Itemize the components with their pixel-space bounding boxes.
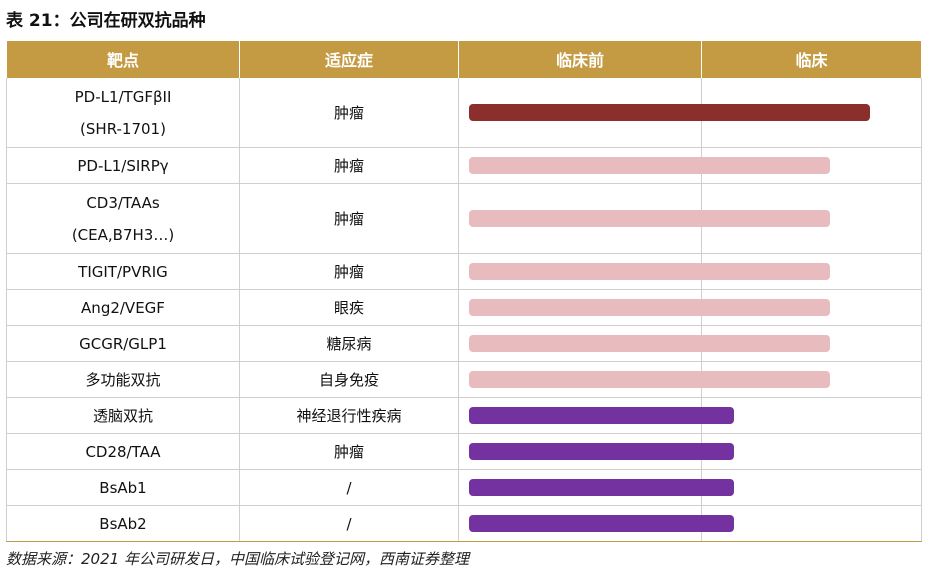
cell-target: GCGR/GLP1: [6, 325, 240, 362]
table-row: CD28/TAA 肿瘤: [6, 433, 922, 470]
cell-target: PD-L1/SIRPγ: [6, 147, 240, 184]
target-name: 多功能双抗: [85, 370, 161, 389]
table-row: TIGIT/PVRIG 肿瘤: [6, 253, 922, 290]
progress-bar: [469, 442, 734, 460]
target-name: Ang2/VEGF: [81, 298, 165, 317]
cell-preclinical: [458, 147, 830, 184]
table-header-row: 靶点 适应症 临床前 临床: [6, 41, 922, 78]
progress-bar: [469, 262, 830, 280]
cell-target: BsAb2: [6, 505, 240, 542]
cell-preclinical: [458, 289, 830, 326]
progress-bar: [469, 514, 734, 532]
table-row: BsAb1 /: [6, 469, 922, 506]
header-preclinical: 临床前: [458, 41, 702, 78]
target-name: BsAb2: [99, 514, 147, 533]
cell-preclinical: [458, 325, 830, 362]
header-clinical: 临床: [701, 41, 922, 78]
table-row: PD-L1/TGFβII (SHR-1701) 肿瘤: [6, 77, 922, 148]
table-row: 多功能双抗 自身免疫: [6, 361, 922, 398]
table-body: PD-L1/TGFβII (SHR-1701) 肿瘤 PD-L1/SIRPγ 肿瘤 CD3…: [6, 77, 922, 542]
table-row: 透脑双抗 神经退行性疾病: [6, 397, 922, 434]
cell-preclinical: [458, 77, 870, 148]
cell-indication: 肿瘤: [239, 183, 459, 254]
progress-bar: [469, 370, 830, 388]
cell-preclinical: [458, 505, 734, 542]
pipeline-table: 靶点 适应症 临床前 临床 PD-L1/TGFβII (SHR-1701) 肿瘤 PD…: [6, 41, 922, 542]
progress-bar: [469, 209, 830, 227]
header-indication: 适应症: [239, 41, 459, 78]
target-name: GCGR/GLP1: [79, 334, 167, 353]
cell-preclinical: [458, 433, 734, 470]
cell-indication: 肿瘤: [239, 253, 459, 290]
cell-indication: /: [239, 469, 459, 506]
cell-indication: 糖尿病: [239, 325, 459, 362]
table-title: 表 21：公司在研双抗品种: [6, 11, 206, 31]
table-row: BsAb2 /: [6, 505, 922, 542]
cell-target: 透脑双抗: [6, 397, 240, 434]
target-name: CD3/TAAs: [86, 193, 160, 212]
target-code: (CEA,B7H3…): [71, 225, 175, 244]
target-name: CD28/TAA: [85, 442, 161, 461]
target-name: 透脑双抗: [92, 406, 153, 425]
table-row: CD3/TAAs (CEA,B7H3…) 肿瘤: [6, 183, 922, 254]
progress-bar: [469, 156, 830, 174]
target-code: (SHR-1701): [80, 119, 166, 138]
cell-preclinical: [458, 361, 830, 398]
cell-indication: /: [239, 505, 459, 542]
cell-clinical: [701, 505, 922, 542]
cell-target: PD-L1/TGFβII (SHR-1701): [6, 77, 240, 148]
progress-bar: [469, 406, 734, 424]
source-note: 数据来源：2021 年公司研发日，中国临床试验登记网，西南证券整理: [6, 550, 469, 568]
target-name: TIGIT/PVRIG: [78, 262, 168, 281]
cell-indication: 肿瘤: [239, 147, 459, 184]
table-row: GCGR/GLP1 糖尿病: [6, 325, 922, 362]
cell-target: CD3/TAAs (CEA,B7H3…): [6, 183, 240, 254]
cell-preclinical: [458, 469, 734, 506]
cell-indication: 神经退行性疾病: [239, 397, 459, 434]
cell-target: TIGIT/PVRIG: [6, 253, 240, 290]
table-row: Ang2/VEGF 眼疾: [6, 289, 922, 326]
cell-target: BsAb1: [6, 469, 240, 506]
cell-indication: 肿瘤: [239, 77, 459, 148]
cell-target: 多功能双抗: [6, 361, 240, 398]
target-name: BsAb1: [99, 478, 147, 497]
cell-indication: 自身免疫: [239, 361, 459, 398]
cell-preclinical: [458, 397, 734, 434]
cell-indication: 肿瘤: [239, 433, 459, 470]
progress-bar: [469, 334, 830, 352]
cell-preclinical: [458, 253, 830, 290]
target-name: PD-L1/SIRPγ: [77, 156, 169, 175]
header-target: 靶点: [6, 41, 240, 78]
cell-target: Ang2/VEGF: [6, 289, 240, 326]
cell-clinical: [701, 469, 922, 506]
cell-preclinical: [458, 183, 830, 254]
target-name: PD-L1/TGFβII: [74, 87, 172, 106]
cell-indication: 眼疾: [239, 289, 459, 326]
progress-bar: [469, 298, 830, 316]
progress-bar: [469, 478, 734, 496]
cell-clinical: [701, 397, 922, 434]
cell-target: CD28/TAA: [6, 433, 240, 470]
progress-bar: [469, 103, 870, 121]
table-row: PD-L1/SIRPγ 肿瘤: [6, 147, 922, 184]
cell-clinical: [701, 433, 922, 470]
